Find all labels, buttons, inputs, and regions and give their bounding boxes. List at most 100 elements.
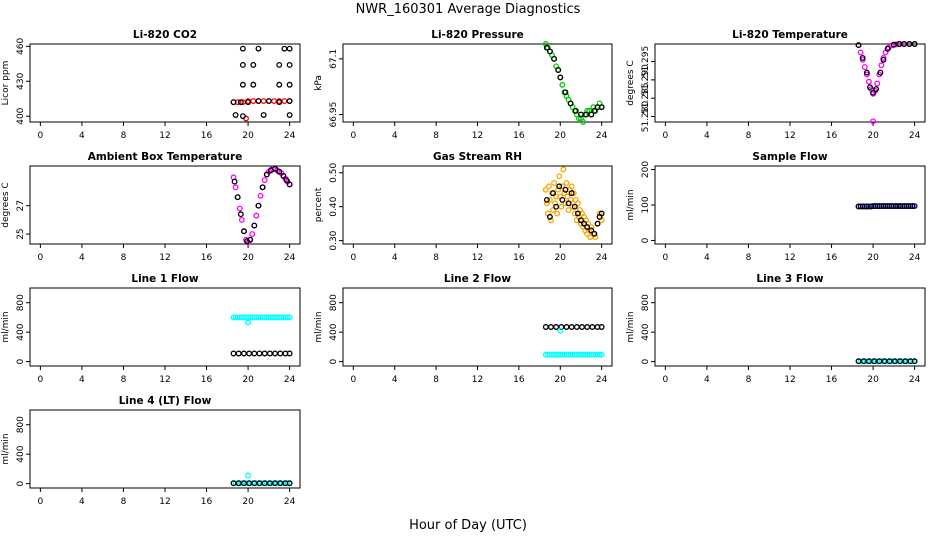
data-point: [232, 112, 239, 118]
data-point: [565, 207, 572, 214]
y-tick-label: 66.95: [329, 102, 339, 128]
data-point: [281, 98, 288, 104]
data-point: [559, 183, 566, 190]
x-tick-label: 12: [159, 497, 170, 507]
data-point: [543, 196, 550, 203]
x-tick-label: 8: [746, 253, 752, 263]
data-point: [239, 45, 246, 52]
data-point: [573, 324, 580, 330]
data-point: [911, 358, 918, 365]
data-point: [230, 99, 237, 106]
x-tick-label: 8: [433, 253, 439, 263]
data-point: [276, 99, 283, 106]
x-tick-label: 12: [159, 131, 170, 141]
data-point: [280, 172, 287, 179]
y-tick-label: 800: [16, 294, 26, 311]
data-point: [546, 48, 553, 55]
x-tick-label: 8: [121, 131, 127, 141]
x-tick-label: 12: [159, 253, 170, 263]
data-point: [857, 49, 864, 56]
data-point: [244, 238, 250, 245]
y-tick-label: 400: [16, 445, 26, 462]
x-tick-label: 4: [392, 131, 398, 141]
y-tick-label: 0: [641, 237, 651, 243]
x-tick-label: 0: [663, 375, 669, 385]
x-tick-label: 0: [663, 131, 669, 141]
data-point: [584, 224, 591, 230]
data-point: [569, 203, 576, 210]
x-tick-label: 4: [79, 375, 85, 385]
x-tick-label: 16: [201, 253, 213, 263]
data-point: [276, 62, 283, 68]
panel-title: Li-820 Temperature: [732, 29, 848, 41]
y-tick-label: 400: [641, 323, 651, 340]
data-point: [556, 183, 563, 190]
data-point: [240, 228, 247, 235]
x-tick-label: 16: [201, 131, 213, 141]
data-point: [589, 324, 596, 330]
data-point: [911, 203, 918, 210]
x-tick-label: 4: [79, 497, 85, 507]
data-point: [240, 350, 247, 357]
data-point: [562, 186, 569, 193]
data-point: [598, 351, 605, 358]
panel-title: Sample Flow: [752, 151, 827, 163]
data-point: [255, 202, 262, 209]
panel-title: Li-820 CO2: [133, 29, 197, 41]
data-point: [286, 81, 293, 88]
data-point: [867, 84, 873, 91]
panel-title: Li-820 Pressure: [431, 29, 524, 41]
data-point: [877, 69, 884, 76]
data-point: [551, 180, 558, 186]
plot-frame: [29, 409, 301, 489]
x-tick-label: 0: [663, 253, 669, 263]
x-tick-label: 4: [392, 375, 398, 385]
x-tick-label: 0: [38, 253, 44, 263]
x-tick-label: 16: [513, 253, 525, 263]
data-point: [286, 480, 293, 487]
x-tick-label: 0: [38, 131, 44, 141]
x-tick-label: 24: [284, 497, 296, 507]
data-point: [581, 220, 588, 227]
data-point: [255, 98, 262, 104]
data-point: [863, 69, 870, 76]
x-tick-label: 16: [826, 131, 838, 141]
data-point: [861, 64, 868, 71]
data-point: [564, 193, 571, 200]
x-tick-label: 0: [350, 253, 356, 263]
data-point: [870, 89, 877, 96]
y-axis-label: degrees C: [626, 60, 636, 105]
data-point: [554, 210, 561, 217]
y-tick-label: 0.30: [329, 230, 339, 250]
data-point: [247, 236, 254, 243]
data-point: [588, 111, 595, 118]
data-point: [909, 358, 916, 365]
data-point: [574, 200, 581, 207]
data-point: [284, 314, 291, 321]
data-point: [548, 324, 554, 330]
x-tick-label: 4: [79, 131, 85, 141]
x-tick-label: 8: [433, 375, 439, 385]
y-tick-label: 0: [641, 358, 651, 364]
data-point: [236, 205, 243, 212]
x-tick-label: 24: [284, 253, 296, 263]
figure-x-axis-label: Hour of Day (UTC): [409, 518, 527, 533]
data-point: [557, 74, 564, 81]
x-tick-label: 24: [596, 375, 608, 385]
data-point: [552, 200, 559, 207]
y-tick-label: 51.290: [641, 64, 651, 96]
x-tick-label: 20: [867, 131, 879, 141]
panel-title: Gas Stream RH: [433, 151, 522, 163]
data-point: [865, 78, 872, 85]
x-tick-label: 0: [350, 375, 356, 385]
data-point: [238, 216, 245, 223]
y-tick-label: 100: [641, 196, 651, 213]
x-tick-label: 24: [284, 375, 296, 385]
y-tick-label: 430: [16, 72, 26, 89]
x-tick-label: 8: [121, 253, 127, 263]
x-tick-label: 8: [121, 497, 127, 507]
x-tick-label: 16: [513, 131, 525, 141]
data-point: [245, 319, 252, 326]
x-tick-label: 8: [746, 375, 752, 385]
x-tick-label: 8: [121, 375, 127, 385]
